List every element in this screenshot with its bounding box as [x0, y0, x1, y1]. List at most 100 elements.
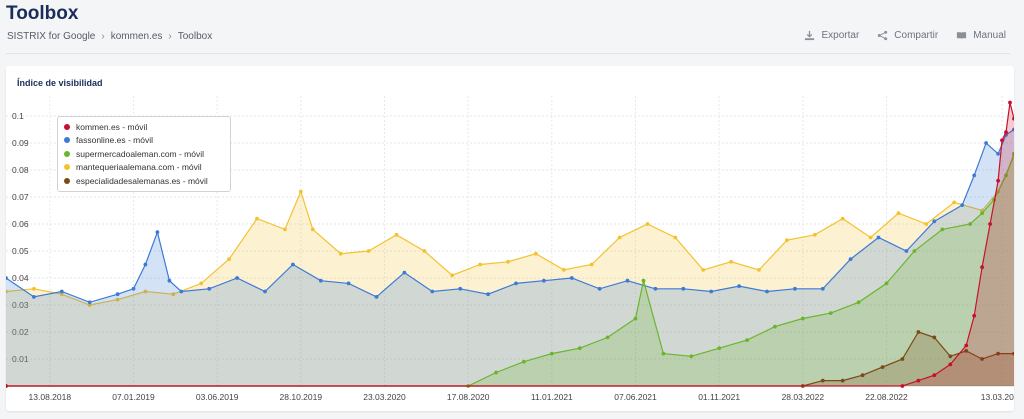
- x-tick-label: 01.11.2021: [698, 392, 740, 402]
- data-point-mantequeriaalemana-com: [701, 268, 706, 272]
- series-area-fassonline-es: [6, 129, 1014, 386]
- data-point-mantequeriaalemana-com: [840, 216, 845, 221]
- data-point-fassonline-es: [115, 292, 120, 297]
- data-point-supermercadoaleman-com: [494, 370, 498, 375]
- data-point-especialidadesalemanas-es: [980, 357, 984, 361]
- legend-dot-icon: [64, 150, 70, 157]
- visibility-chart[interactable]: 0.01 0.02 0.03 0.04 0.05 0.06 0.07 0.08 0.09 0.1 1…: [6, 66, 1014, 411]
- data-point-especialidadesalemanas-es: [996, 351, 1000, 356]
- y-tick-label: 0.1: [12, 111, 24, 121]
- x-tick-label: 28.10.2019: [280, 392, 323, 402]
- data-point-mantequeriaalemana-com: [87, 303, 92, 307]
- x-tick-label: 23.03.2020: [363, 392, 406, 402]
- data-point-mantequeriaalemana-com: [450, 273, 455, 278]
- data-point-mantequeriaalemana-com: [115, 297, 120, 302]
- data-point-supermercadoaleman-com: [828, 311, 833, 315]
- y-tick-label: 0.01: [12, 354, 29, 364]
- data-point-mantequeriaalemana-com: [422, 249, 427, 253]
- data-point-fassonline-es: [87, 300, 92, 305]
- data-point-mantequeriaalemana-com: [617, 235, 622, 240]
- x-tick-label: 22.08.2022: [865, 392, 908, 402]
- data-point-kommen-es: [6, 384, 8, 388]
- x-tick-label: 03.06.2019: [196, 392, 239, 402]
- share-button[interactable]: Compartir: [877, 30, 938, 41]
- data-point-mantequeriaalemana-com: [589, 262, 594, 267]
- y-tick-label: 0.06: [12, 219, 29, 229]
- series-line-especialidadesalemanas-es: [6, 331, 1014, 387]
- data-point-mantequeriaalemana-com: [785, 238, 789, 243]
- data-point-especialidadesalemanas-es: [916, 330, 921, 334]
- data-point-fassonline-es: [155, 230, 160, 235]
- data-point-mantequeriaalemana-com: [506, 259, 510, 264]
- data-point-especialidadesalemanas-es: [840, 378, 845, 383]
- chart-legend: kommen.es - móvil fassonline.es - móvil su…: [57, 116, 231, 192]
- data-point-especialidadesalemanas-es: [948, 354, 953, 359]
- series-area-especialidadesalemanas-es: [6, 332, 1014, 386]
- data-point-fassonline-es: [984, 141, 988, 145]
- legend-item[interactable]: especialidadesalemanas.es - móvil: [64, 174, 224, 188]
- x-tick-label: 28.03.2022: [782, 392, 825, 402]
- data-point-supermercadoaleman-com: [940, 227, 945, 232]
- data-point-mantequeriaalemana-com: [143, 289, 148, 294]
- data-point-fassonline-es: [291, 262, 295, 267]
- manual-button[interactable]: Manual: [956, 30, 1006, 41]
- data-point-mantequeriaalemana-com: [394, 232, 399, 237]
- data-point-fassonline-es: [709, 289, 714, 294]
- data-point-supermercadoaleman-com: [745, 338, 749, 342]
- breadcrumb-item-sistrix[interactable]: SISTRIX for Google: [7, 31, 96, 42]
- data-point-fassonline-es: [59, 289, 64, 294]
- data-point-fassonline-es: [542, 278, 546, 283]
- data-point-supermercadoaleman-com: [661, 351, 666, 356]
- data-point-mantequeriaalemana-com: [812, 232, 817, 237]
- data-point-mantequeriaalemana-com: [338, 251, 343, 256]
- data-point-fassonline-es: [972, 173, 977, 178]
- data-point-mantequeriaalemana-com: [310, 227, 315, 232]
- data-point-mantequeriaalemana-com: [227, 257, 232, 261]
- data-point-fassonline-es: [167, 278, 172, 283]
- data-point-mantequeriaalemana-com: [59, 292, 64, 297]
- header-divider: [6, 53, 1010, 54]
- y-tick-label: 0.08: [12, 165, 29, 175]
- data-point-especialidadesalemanas-es: [932, 335, 937, 340]
- data-point-supermercadoaleman-com: [641, 278, 646, 283]
- data-point-supermercadoaleman-com: [577, 346, 582, 351]
- legend-item[interactable]: fassonline.es - móvil: [64, 134, 224, 148]
- data-point-fassonline-es: [960, 203, 965, 208]
- data-point-supermercadoaleman-com: [884, 281, 889, 286]
- data-point-mantequeriaalemana-com: [366, 249, 371, 253]
- page-title: Toolbox: [6, 3, 79, 24]
- share-label: Compartir: [894, 30, 939, 41]
- data-point-supermercadoaleman-com: [800, 316, 805, 321]
- data-point-fassonline-es: [143, 262, 148, 267]
- data-point-mantequeriaalemana-com: [478, 262, 482, 267]
- data-point-supermercadoaleman-com: [980, 211, 984, 216]
- data-point-fassonline-es: [514, 281, 518, 286]
- export-button[interactable]: Exportar: [804, 30, 859, 41]
- legend-item[interactable]: kommen.es - móvil: [64, 120, 224, 134]
- y-tick-label: 0.04: [12, 273, 29, 283]
- data-point-fassonline-es: [32, 295, 36, 299]
- data-point-supermercadoaleman-com: [773, 324, 777, 329]
- data-point-kommen-es: [1008, 100, 1012, 105]
- data-point-especialidadesalemanas-es: [880, 365, 885, 369]
- data-point-fassonline-es: [235, 276, 240, 280]
- visibility-index-card: Índice de visibilidad 0.01 0.02 0.03 0.04 0.…: [6, 66, 1014, 411]
- data-point-mantequeriaalemana-com: [729, 259, 733, 264]
- y-tick-label: 0.03: [12, 300, 29, 310]
- data-point-supermercadoaleman-com: [717, 346, 722, 351]
- data-point-fassonline-es: [876, 235, 881, 240]
- breadcrumb-item-domain[interactable]: kommen.es: [110, 31, 163, 42]
- legend-dot-icon: [64, 164, 70, 171]
- data-point-kommen-es: [916, 378, 921, 383]
- data-point-kommen-es: [964, 343, 969, 348]
- legend-item[interactable]: supermercadoaleman.com - móvil: [64, 147, 224, 161]
- data-point-fassonline-es: [207, 286, 212, 291]
- data-point-fassonline-es: [848, 257, 853, 261]
- data-point-mantequeriaalemana-com: [534, 251, 538, 256]
- data-point-mantequeriaalemana-com: [171, 292, 176, 297]
- data-point-especialidadesalemanas-es: [900, 357, 905, 361]
- data-point-kommen-es: [1000, 138, 1004, 143]
- legend-label: especialidadesalemanas.es - móvil: [76, 175, 208, 186]
- data-point-fassonline-es: [1012, 127, 1014, 132]
- legend-item[interactable]: mantequeriaalemana.com - móvil: [64, 161, 224, 175]
